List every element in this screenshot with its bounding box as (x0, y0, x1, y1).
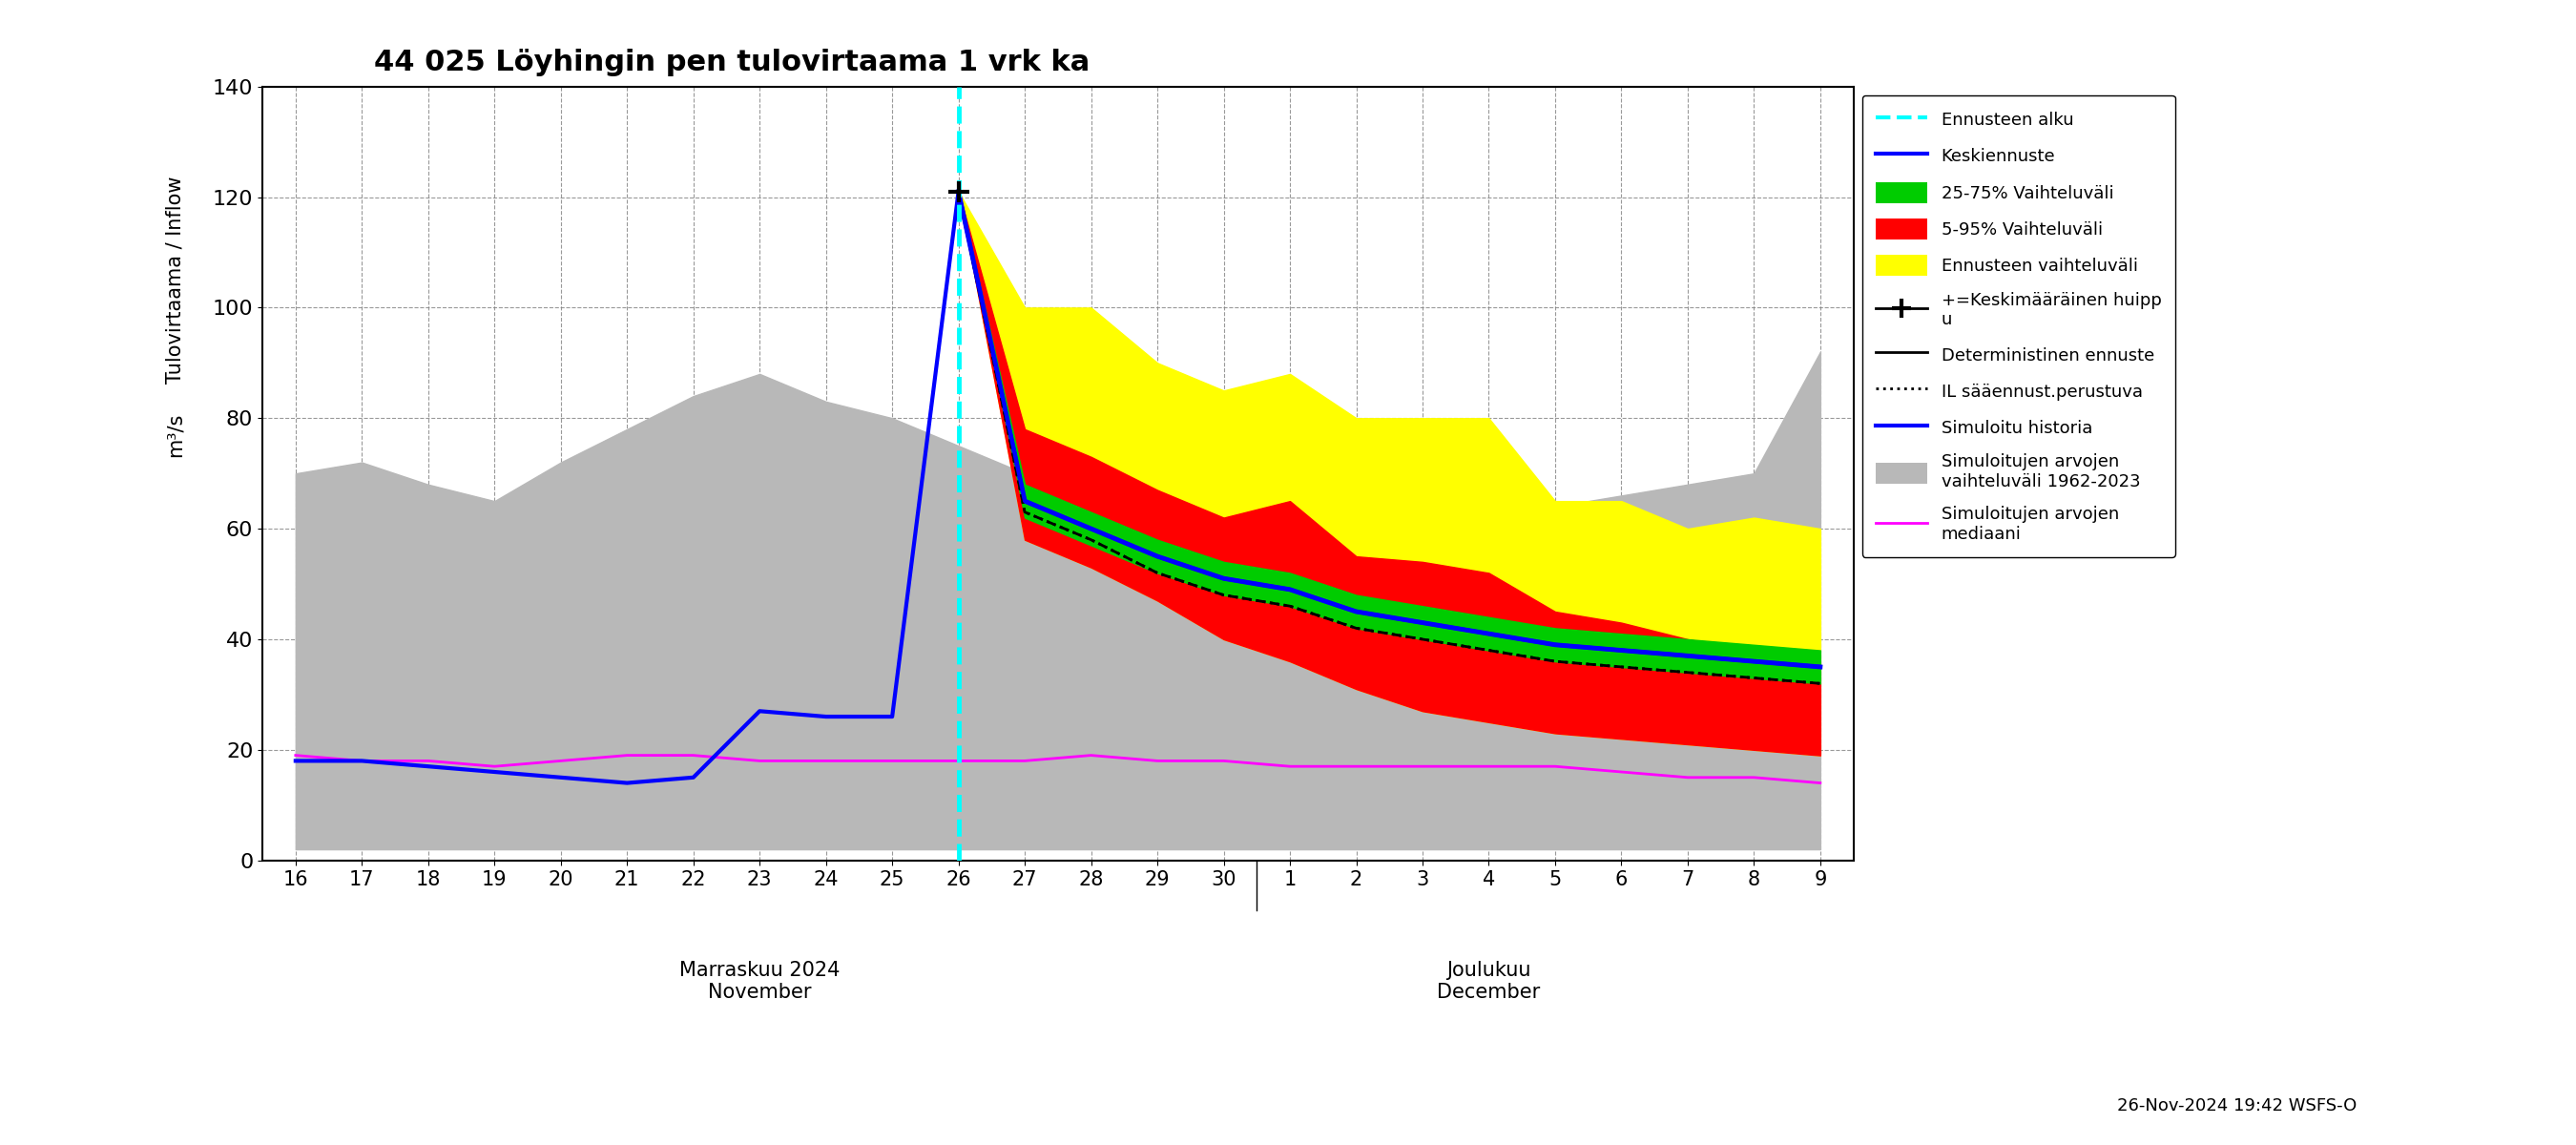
Legend: Ennusteen alku, Keskiennuste, 25-75% Vaihteluväli, 5-95% Vaihteluväli, Ennusteen: Ennusteen alku, Keskiennuste, 25-75% Vai… (1862, 95, 2174, 556)
Text: 44 025 Löyhingin pen tulovirtaama 1 vrk ka: 44 025 Löyhingin pen tulovirtaama 1 vrk … (374, 48, 1090, 77)
Text: Tulovirtaama / Inflow: Tulovirtaama / Inflow (165, 176, 185, 384)
Text: m³/s: m³/s (165, 412, 185, 457)
Text: Marraskuu 2024
November: Marraskuu 2024 November (680, 961, 840, 1002)
Text: Joulukuu
December: Joulukuu December (1437, 961, 1540, 1002)
Text: 26-Nov-2024 19:42 WSFS-O: 26-Nov-2024 19:42 WSFS-O (2117, 1097, 2357, 1114)
